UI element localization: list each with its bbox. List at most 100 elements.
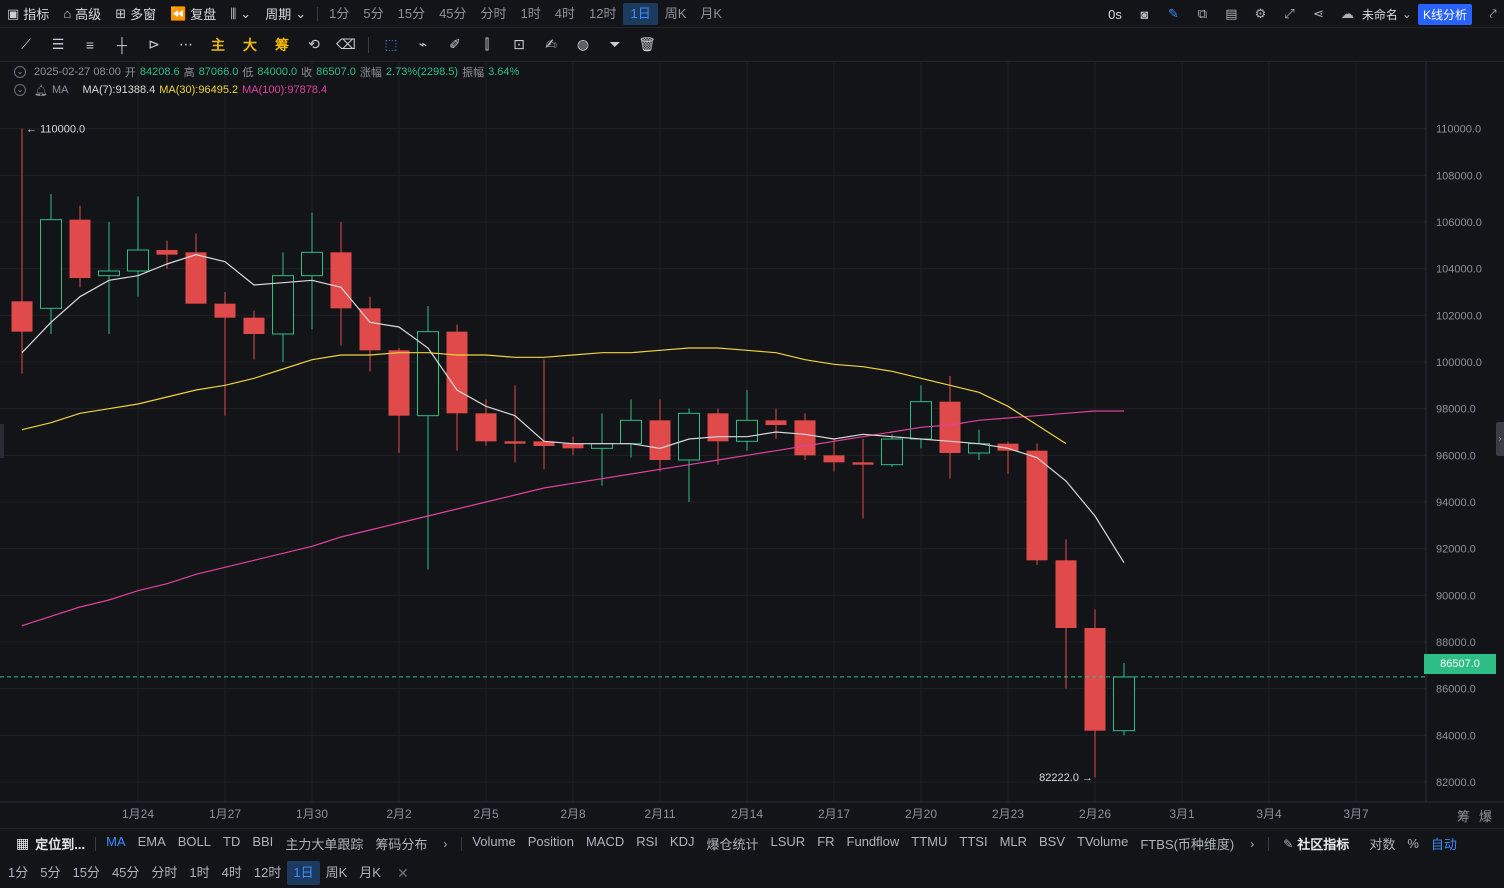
chart-area[interactable]: 110000.0 108000.0 106000.0 104000.0 102000.0…	[0, 62, 1504, 828]
sub-indicator-14[interactable]: FTBS(币种维度)	[1140, 837, 1235, 852]
main-indicator-4[interactable]: BBI	[252, 834, 274, 849]
bottom-timeframe-2[interactable]: 15分	[72, 865, 100, 880]
cloud-icon[interactable]: ☁	[1340, 6, 1354, 21]
trendline-tool-icon[interactable]: ⟋	[21, 36, 31, 52]
sub-indicator-11[interactable]: MLR	[999, 834, 1028, 849]
sub-indicator-4[interactable]: KDJ	[669, 834, 695, 849]
bottom-timeframe-9[interactable]: 周K	[325, 865, 348, 880]
sub-indicator-9[interactable]: TTMU	[911, 834, 948, 849]
scroll-right-handle[interactable]: ›	[1496, 422, 1504, 456]
main-indicator-6[interactable]: 筹码分布	[375, 837, 428, 852]
bottom-timeframe-10[interactable]: 月K	[359, 865, 381, 880]
timeframe-5[interactable]: 1时	[520, 5, 541, 21]
axis-corner-liquidation[interactable]: 爆	[1479, 809, 1493, 824]
timeframe-3[interactable]: 45分	[439, 5, 467, 21]
cursor-icon[interactable]: ⬚	[384, 36, 398, 52]
bottom-timeframe-3[interactable]: 45分	[111, 865, 140, 880]
pen-icon[interactable]: ✎	[1167, 6, 1179, 21]
gear-icon[interactable]: ⚙	[1254, 6, 1267, 21]
magnet-icon[interactable]: ◍	[576, 36, 590, 52]
sub-indicator-13[interactable]: TVolume	[1077, 834, 1129, 849]
timeframe-10[interactable]: 月K	[700, 5, 723, 21]
filter-icon[interactable]: ⏷	[609, 36, 621, 52]
collapse-icon[interactable]: ⌄	[14, 84, 26, 96]
bottom-timeframe-0[interactable]: 1分	[8, 865, 29, 880]
calendar-icon[interactable]: ▦	[16, 835, 30, 851]
collapse-icon[interactable]: ⌄	[14, 66, 26, 78]
bars-pattern-icon[interactable]: ⫿	[484, 36, 490, 52]
lock-icon[interactable]: ⊡	[513, 36, 525, 52]
timeframe-8[interactable]: 1日	[623, 2, 658, 25]
sub-indicator-7[interactable]: FR	[817, 834, 835, 849]
ruler-icon[interactable]: ⌁	[418, 36, 428, 52]
main-indicator-1[interactable]: EMA	[137, 834, 166, 849]
chevron-down-icon[interactable]: ⌄	[1401, 7, 1412, 21]
bottom-timeframe-6[interactable]: 4时	[221, 865, 242, 880]
layout-name[interactable]: 未命名	[1361, 7, 1398, 22]
brush-icon[interactable]: ✐	[449, 36, 461, 52]
layout-icon[interactable]: ▤	[1225, 6, 1238, 21]
sub-indicator-6[interactable]: LSUR	[770, 834, 806, 849]
auto-scale-button[interactable]: 自动	[1430, 837, 1457, 852]
sub-indicator-0[interactable]: Volume	[472, 834, 516, 849]
timeframe-7[interactable]: 12时	[589, 5, 617, 21]
fullscreen-icon[interactable]: ⤢	[1284, 6, 1295, 21]
community-indicator-button[interactable]: 社区指标	[1297, 837, 1350, 852]
scroll-left-handle[interactable]	[0, 424, 4, 458]
bottom-timeframe-1[interactable]: 5分	[40, 865, 61, 880]
locate-button[interactable]: 定位到...	[35, 837, 86, 852]
sub-indicator-8[interactable]: Fundflow	[846, 834, 900, 849]
indicators-button[interactable]: ▣ 指标	[7, 5, 50, 23]
timeframe-9[interactable]: 周K	[664, 5, 687, 21]
timeframe-2[interactable]: 15分	[397, 5, 426, 21]
sub-indicator-5[interactable]: 爆仓统计	[706, 837, 759, 852]
sub-indicator-12[interactable]: BSV	[1039, 834, 1066, 849]
main-indicator-5[interactable]: 主力大单跟踪	[285, 837, 364, 852]
note-icon[interactable]: ✍	[545, 36, 557, 52]
close-icon[interactable]: ✕	[396, 864, 409, 881]
timeframe-4[interactable]: 分时	[480, 5, 507, 21]
timeframe-6[interactable]: 4时	[554, 5, 576, 21]
main-indicator-2[interactable]: BOLL	[177, 834, 211, 849]
bell-icon[interactable]: 🔔︎	[34, 84, 48, 97]
trash-icon[interactable]: 🗑	[638, 36, 656, 52]
sub-indicator-3[interactable]: RSI	[636, 834, 658, 849]
sub-indicator-2[interactable]: MACD	[585, 834, 625, 849]
window-icon[interactable]: ⧉	[1197, 6, 1208, 21]
eraser-icon[interactable]: ⌫	[336, 36, 356, 52]
bottom-timeframe-8[interactable]: 1日	[287, 861, 320, 885]
chart-type-button[interactable]: ⫼ ⌄	[223, 0, 258, 28]
parallel-channel-icon[interactable]: ≡	[85, 36, 95, 53]
replay-button[interactable]: ⏪ 复盘	[170, 5, 217, 23]
sub-indicator-1[interactable]: Position	[527, 834, 574, 849]
main-indicator-0[interactable]: MA	[106, 834, 126, 849]
link-icon[interactable]: ⤤	[1489, 6, 1497, 21]
multi-window-button[interactable]: ⊞ 多窗	[115, 5, 157, 23]
share-icon[interactable]: ⋖	[1312, 6, 1324, 21]
axis-corner-chips[interactable]: 筹	[1457, 809, 1471, 824]
bottom-timeframe-5[interactable]: 1时	[189, 865, 210, 880]
bottom-timeframe-4[interactable]: 分时	[151, 865, 178, 880]
kline-analysis-button[interactable]: K线分析	[1417, 3, 1472, 25]
sync-icon[interactable]: ⟲	[308, 36, 320, 52]
sub-indicator-10[interactable]: TTSI	[959, 834, 988, 849]
crosshair-line-icon[interactable]: ┼	[117, 36, 127, 53]
log-scale-button[interactable]: 对数	[1369, 837, 1396, 852]
camera-icon[interactable]: ◙	[1140, 6, 1149, 22]
pitchfork-icon[interactable]: ⊳	[148, 36, 160, 52]
edit-icon[interactable]: ✎	[1283, 836, 1294, 851]
candlestick-chart[interactable]: 110000.0 108000.0 106000.0 104000.0 102000.0…	[0, 62, 1504, 828]
main-indicator-3[interactable]: TD	[223, 834, 241, 849]
percent-scale-button[interactable]: %	[1407, 836, 1419, 851]
period-dropdown[interactable]: 周期 ⌄	[265, 5, 307, 23]
advanced-button[interactable]: ⌂ 高级	[63, 6, 102, 22]
timeframe-0[interactable]: 1分	[329, 5, 350, 21]
main-indicator-button[interactable]: 主	[211, 36, 225, 53]
timeframe-1[interactable]: 5分	[363, 5, 384, 21]
bottom-timeframe-7[interactable]: 12时	[253, 865, 282, 880]
chevron-right-icon[interactable]: ›	[1250, 836, 1255, 851]
big-order-button[interactable]: 大	[243, 36, 257, 53]
chips-button[interactable]: 筹	[275, 36, 289, 53]
chevron-right-icon[interactable]: ›	[443, 836, 448, 851]
more-tools-icon[interactable]: ⋯	[179, 36, 193, 52]
